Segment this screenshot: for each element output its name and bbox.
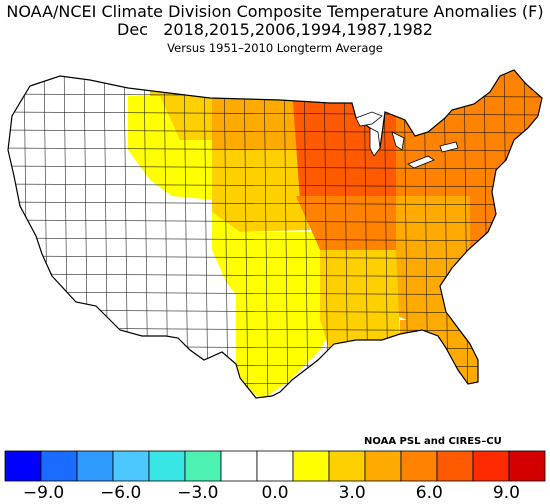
region-texas bbox=[236, 280, 336, 398]
title-line-1: NOAA/NCEI Climate Division Composite Tem… bbox=[6, 2, 544, 21]
colorbar-swatch bbox=[184, 450, 222, 482]
colorbar-swatch bbox=[256, 450, 294, 482]
division-boundary-line bbox=[243, 70, 249, 398]
colorbar bbox=[4, 450, 546, 482]
colorbar-swatch bbox=[40, 450, 78, 482]
colorbar-tick-label: −3.0 bbox=[177, 483, 219, 503]
colorbar-tick-label: −9.0 bbox=[22, 483, 65, 503]
division-boundary-line bbox=[303, 70, 309, 398]
division-boundary-line bbox=[8, 165, 542, 170]
title-line-2: Dec 2018,2015,2006,1994,1987,1982 bbox=[117, 20, 433, 39]
region-montana-central bbox=[128, 96, 214, 200]
division-boundary-line bbox=[8, 201, 542, 206]
colorbar-tick-label: 6.0 bbox=[415, 483, 443, 503]
division-boundary-line bbox=[223, 70, 229, 398]
colorbar-tick-label: 9.0 bbox=[492, 483, 520, 503]
credit-label: NOAA PSL and CIRES–CU bbox=[364, 436, 502, 447]
colorbar-swatch bbox=[148, 450, 186, 482]
region-southwest bbox=[100, 210, 244, 360]
division-boundary-line bbox=[8, 129, 542, 134]
colorbar-swatch bbox=[4, 450, 42, 482]
colorbar-tick-label: −6.0 bbox=[100, 483, 142, 503]
region-central-plains bbox=[212, 150, 310, 232]
division-boundary-line bbox=[8, 183, 542, 188]
colorbar-swatch bbox=[472, 450, 510, 482]
title-line-3: Versus 1951–2010 Longterm Average bbox=[167, 41, 383, 55]
colorbar-tick-label: 0.0 bbox=[261, 483, 289, 503]
division-boundary-line bbox=[8, 219, 542, 224]
division-boundary-line bbox=[8, 255, 542, 260]
colorbar-swatch bbox=[112, 450, 150, 482]
colorbar-swatch bbox=[508, 450, 546, 482]
colorbar-swatch bbox=[292, 450, 330, 482]
colorbar-swatch bbox=[328, 450, 366, 482]
division-boundary-line bbox=[8, 147, 542, 152]
colorbar-swatch bbox=[436, 450, 474, 482]
region-gulf-coast bbox=[320, 250, 400, 352]
colorbar-swatch bbox=[364, 450, 402, 482]
division-boundary-line bbox=[203, 70, 209, 398]
colorbar-swatch bbox=[400, 450, 438, 482]
region-ohio-valley bbox=[396, 196, 472, 260]
division-boundary-line bbox=[283, 70, 289, 398]
region-midwest bbox=[296, 196, 400, 250]
division-boundary-line bbox=[8, 237, 542, 242]
region-southern-plains bbox=[212, 212, 330, 300]
division-boundary-line bbox=[8, 111, 542, 116]
colorbar-swatch bbox=[220, 450, 258, 482]
colorbar-swatch bbox=[76, 450, 114, 482]
colorbar-tick-label: 3.0 bbox=[338, 483, 366, 503]
division-boundary-line bbox=[263, 70, 269, 398]
division-boundary-line bbox=[463, 70, 469, 398]
